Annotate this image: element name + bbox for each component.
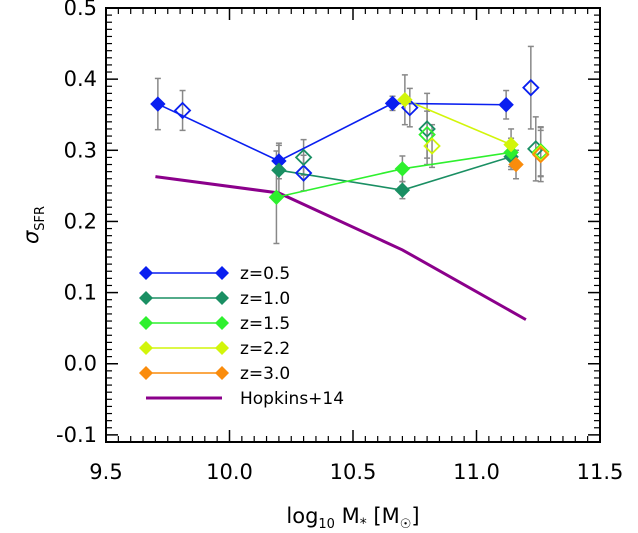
series-lines: [155, 99, 527, 321]
legend-marker: [139, 366, 153, 380]
x-tick-label: 11.5: [577, 460, 624, 484]
open-marker: [418, 120, 436, 138]
plot-frame: [105, 7, 601, 443]
legend-label: z=3.0: [240, 364, 290, 384]
legend-marker: [215, 291, 229, 305]
y-axis-label: σSFR: [19, 206, 48, 244]
legend-label: z=0.5: [240, 264, 290, 284]
hopkins-model-line: [155, 175, 527, 321]
open-marker: [294, 148, 313, 167]
x-tick-label: 11.0: [453, 460, 500, 484]
x-tick-label: 10.5: [330, 460, 377, 484]
open-marker: [522, 78, 540, 97]
x-tick-label: 10.0: [206, 460, 253, 484]
axis-ticks: [105, 7, 601, 443]
legend-marker: [215, 341, 229, 355]
data-markers: [150, 78, 550, 205]
open-marker: [531, 144, 550, 162]
legend-marker: [139, 266, 153, 280]
y-tick-label: 0.5: [64, 0, 97, 20]
filled-marker: [503, 136, 519, 153]
legend-label: Hopkins+14: [240, 389, 344, 409]
filled-marker: [150, 96, 166, 112]
legend-marker: [215, 266, 229, 280]
open-marker: [173, 101, 192, 120]
legend-label: z=2.2: [240, 339, 290, 359]
legend-marker: [215, 366, 229, 380]
legend-marker: [139, 316, 153, 330]
legend-label: z=1.5: [240, 314, 290, 334]
legend-label: z=1.0: [240, 289, 290, 309]
filled-marker: [394, 161, 411, 177]
y-tick-label: 0.3: [64, 138, 97, 162]
series-line: [278, 155, 512, 191]
y-tick-label: 0.0: [64, 352, 97, 376]
error-bars: [154, 45, 544, 245]
filled-marker: [384, 95, 401, 112]
legend-marker: [139, 291, 153, 305]
open-marker: [531, 145, 550, 164]
open-marker: [294, 164, 313, 182]
y-tick-label: 0.4: [64, 67, 97, 91]
filled-marker: [394, 182, 411, 198]
filled-marker: [498, 97, 514, 113]
open-marker: [531, 142, 550, 161]
legend: z=0.5 z=1.0 z=1.5 z=2.2 z=3.0 Hopkins+14: [139, 264, 344, 409]
y-tick-label: 0.2: [64, 209, 97, 233]
x-tick-label: 9.5: [89, 460, 122, 484]
filled-marker: [508, 156, 524, 173]
open-marker: [418, 125, 436, 144]
series-line: [404, 99, 512, 146]
filled-marker: [268, 189, 285, 205]
filled-marker: [271, 162, 287, 178]
y-tick-label: -0.1: [56, 423, 97, 447]
open-marker: [423, 137, 441, 155]
filled-marker: [397, 92, 413, 108]
x-axis-label: log10 M* [M☉]: [286, 504, 419, 532]
legend-marker: [139, 341, 153, 355]
tick-labels: 9.5 10.0 10.5 11.0 11.5 -0.1 0.0 0.1 0.2 0.3 0.4 0.…: [56, 0, 623, 484]
filled-marker: [503, 144, 519, 161]
legend-marker: [215, 316, 229, 330]
series-line: [157, 102, 507, 162]
y-tick-label: 0.1: [64, 281, 97, 305]
